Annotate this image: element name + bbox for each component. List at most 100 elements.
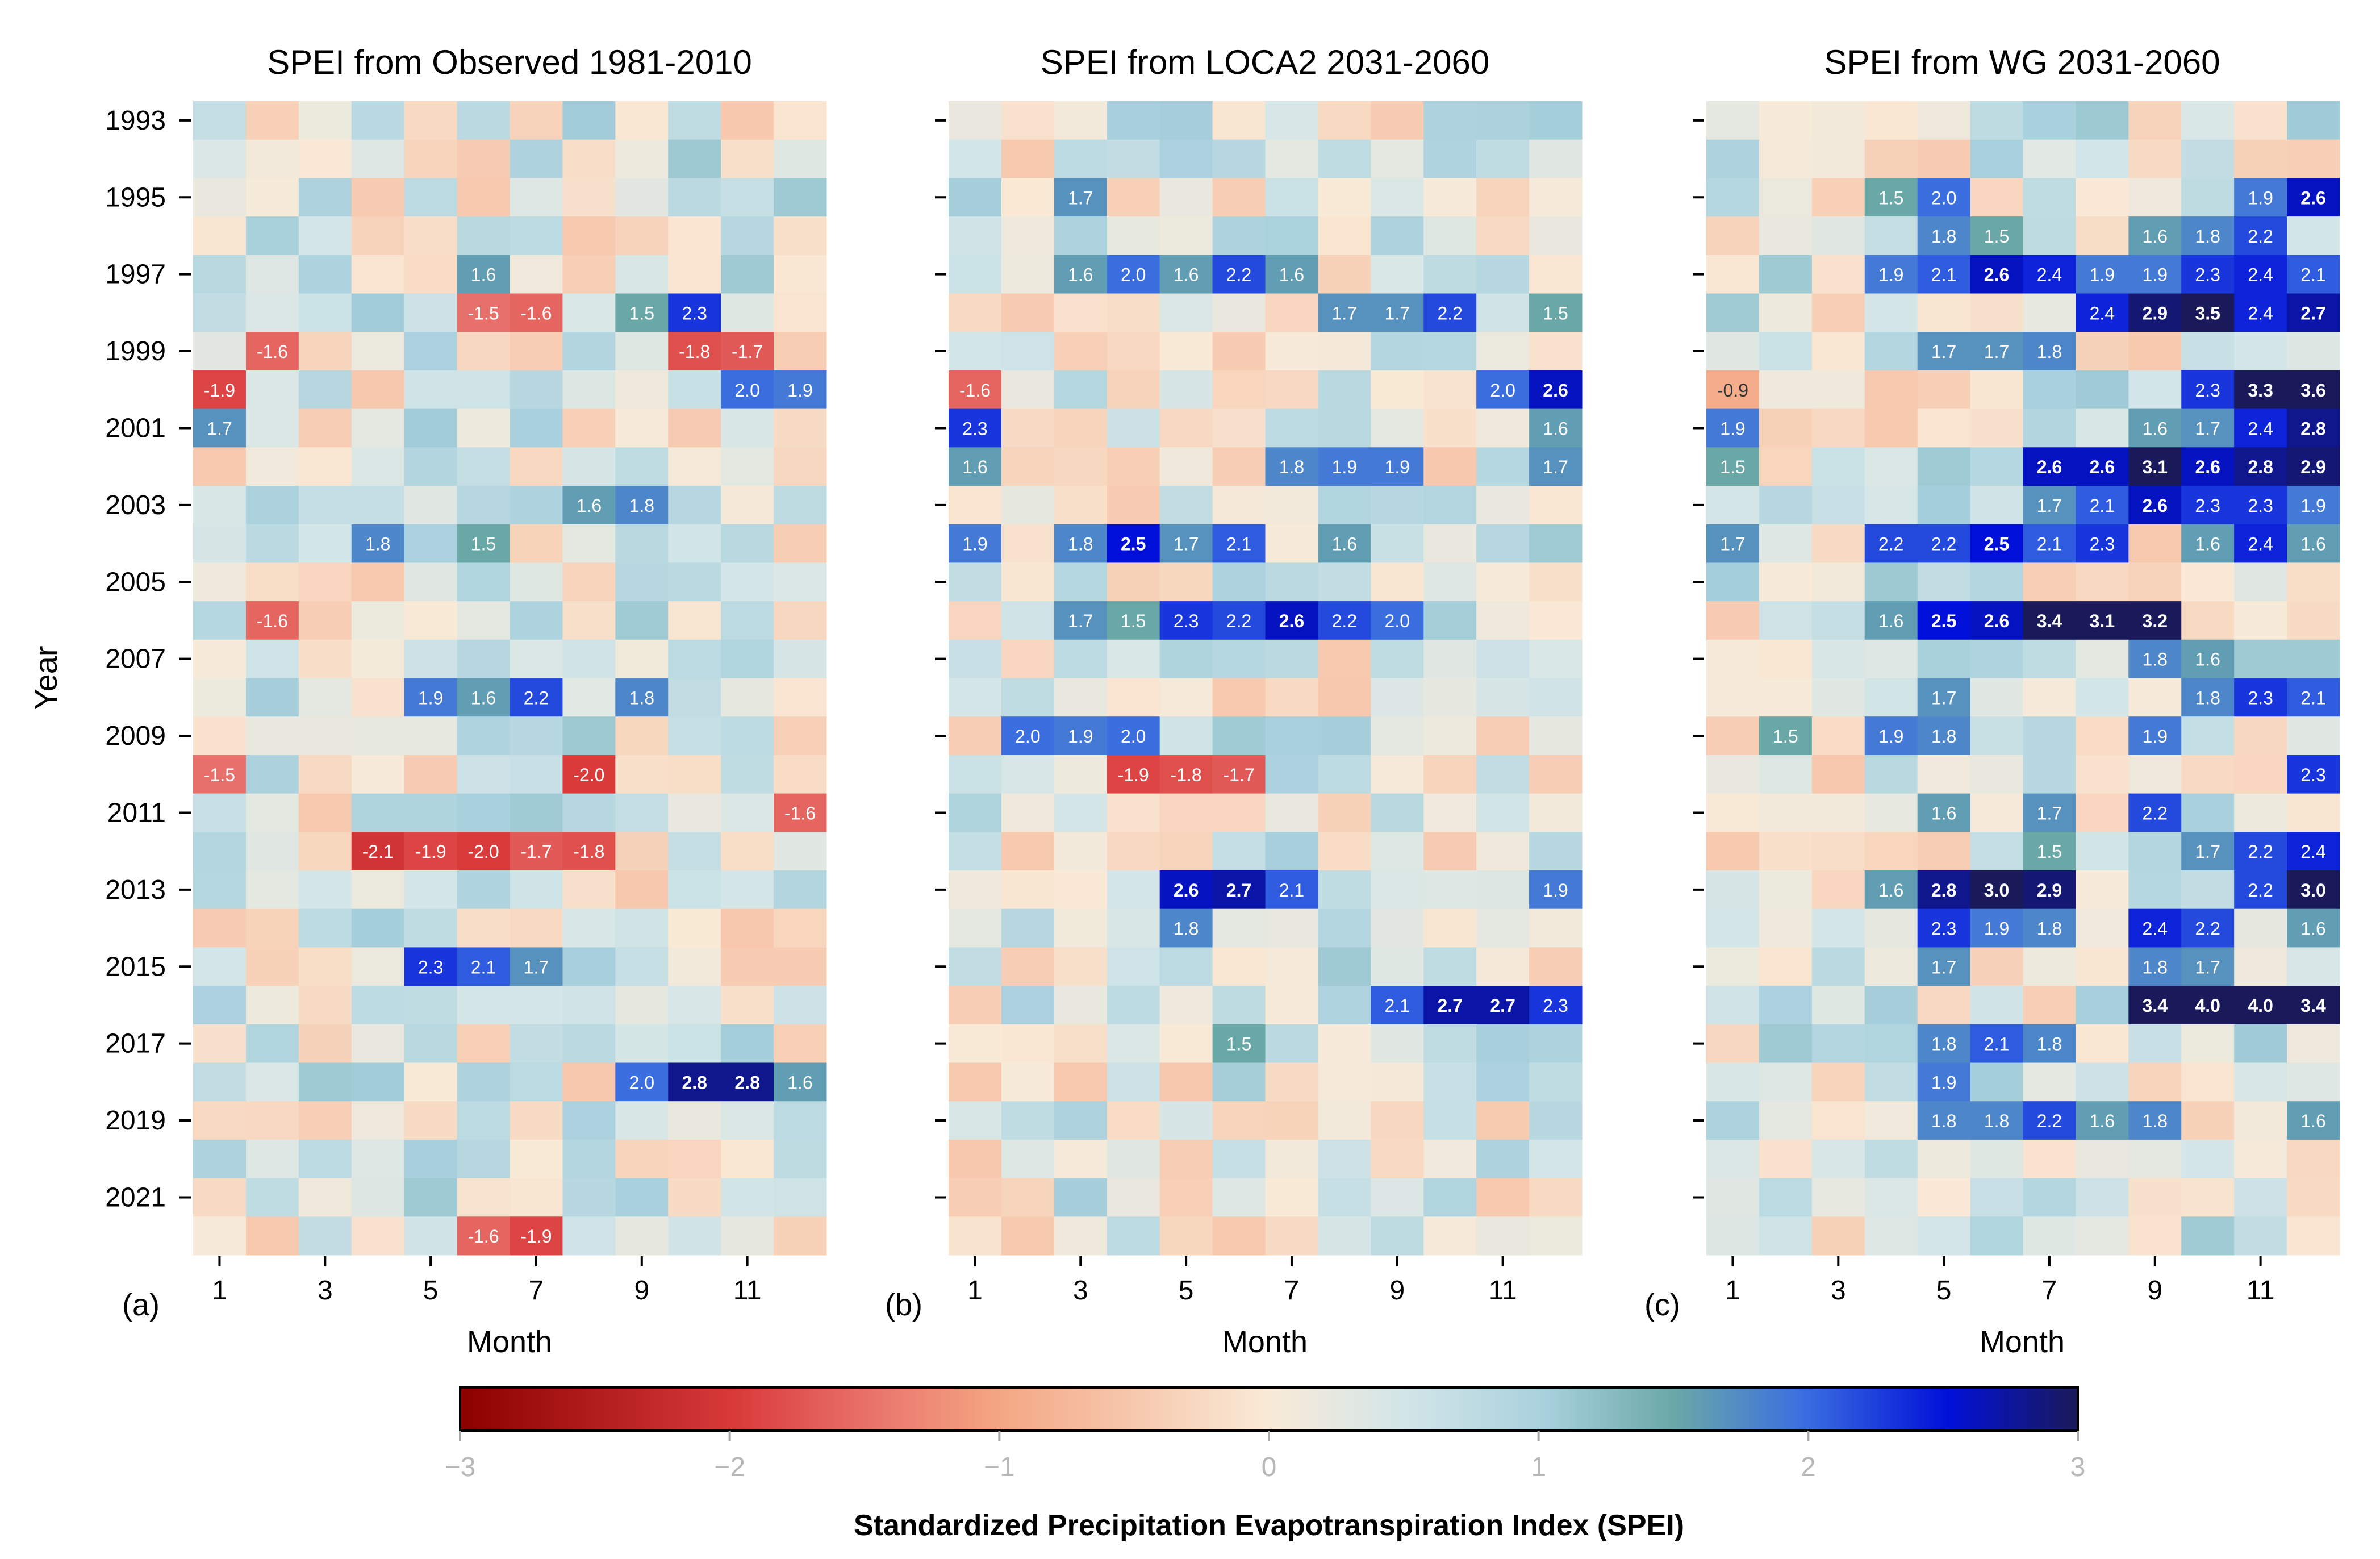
heat-cell <box>1917 1101 1971 1140</box>
heat-cell <box>2287 1216 2340 1256</box>
heat-cell <box>298 101 352 140</box>
panel-c-label: (c) <box>1644 1288 1680 1322</box>
heat-cell <box>1423 1024 1477 1063</box>
heat-cell <box>193 1178 247 1217</box>
heat-cell <box>1423 639 1477 678</box>
heat-cell <box>1476 1101 1530 1140</box>
heat-cell <box>193 639 247 678</box>
heat-cell <box>1107 1178 1160 1217</box>
heat-cell <box>193 1216 247 1256</box>
heat-cell <box>1318 216 1371 256</box>
heat-cell <box>1529 832 1583 871</box>
heat-cell <box>2234 1139 2287 1179</box>
heat-cell <box>562 216 616 256</box>
heat-cell <box>1159 139 1213 178</box>
heat-cell <box>2128 293 2182 332</box>
panel-b-label: (b) <box>885 1288 922 1322</box>
cell-label: 2.9 <box>2037 880 2062 901</box>
heat-cell <box>721 832 774 871</box>
heat-cell <box>1529 793 1583 832</box>
heat-cell <box>1371 1139 1424 1179</box>
heat-cell <box>2076 793 2129 832</box>
cell-label: 1.7 <box>524 957 549 977</box>
heat-cell <box>1265 293 1318 332</box>
heat-cell <box>2023 255 2076 294</box>
heat-cell <box>1371 486 1424 525</box>
heat-cell <box>668 832 721 871</box>
heat-cell <box>2287 639 2340 678</box>
cell-label: 2.4 <box>2037 265 2062 285</box>
heat-cell <box>1318 101 1371 140</box>
heat-cell <box>1371 908 1424 948</box>
heat-cell <box>1107 216 1160 256</box>
heat-cell <box>949 178 1002 217</box>
heat-cell <box>510 986 563 1025</box>
heat-cell <box>2181 986 2235 1025</box>
heat-cell <box>1706 486 1760 525</box>
heat-cell <box>298 293 352 332</box>
heat-cell <box>1001 1024 1055 1063</box>
heat-cell <box>1212 678 1266 717</box>
heat-cell <box>457 1101 510 1140</box>
heat-cell <box>949 486 1002 525</box>
heat-cell <box>457 639 510 678</box>
heat-cell <box>1917 216 1971 256</box>
heat-cell <box>1054 908 1108 948</box>
heat-cell <box>721 101 774 140</box>
heat-cell <box>1917 293 1971 332</box>
heat-cell <box>2076 524 2129 563</box>
heat-cell <box>1212 370 1266 410</box>
heat-cell <box>2128 639 2182 678</box>
heat-cell <box>1917 947 1971 986</box>
heat-cell <box>774 870 827 910</box>
heat-cell <box>562 1101 616 1140</box>
heat-cell <box>2234 408 2287 448</box>
heat-cell <box>1054 755 1108 794</box>
x-tick-label: 3 <box>1831 1275 1846 1306</box>
heat-cell <box>615 716 669 756</box>
cell-label: 3.5 <box>2195 303 2220 323</box>
heat-cell <box>2023 716 2076 756</box>
heat-cell <box>1159 908 1213 948</box>
heat-cell <box>949 216 1002 256</box>
heat-cell <box>1001 216 1055 256</box>
heat-cell <box>1970 293 2023 332</box>
heat-cell <box>1476 101 1530 140</box>
heat-cell <box>1054 178 1108 217</box>
heat-cell <box>668 408 721 448</box>
heat-cell <box>245 332 299 371</box>
heat-cell <box>721 1139 774 1179</box>
cell-label: 2.7 <box>2300 303 2325 323</box>
heat-cell <box>351 178 405 217</box>
heat-cell <box>1371 832 1424 871</box>
cell-label: 2.6 <box>1984 611 2009 631</box>
heat-cell <box>193 716 247 756</box>
heat-cell <box>1864 1139 1918 1179</box>
heat-cell <box>1970 216 2023 256</box>
cell-label: 1.8 <box>1931 726 1956 747</box>
heat-cell <box>2287 293 2340 332</box>
heat-cell <box>721 178 774 217</box>
heat-cell <box>1476 1178 1530 1217</box>
heat-cell <box>1318 562 1371 602</box>
heat-cell <box>721 139 774 178</box>
heat-cell <box>1371 332 1424 371</box>
heat-cell <box>1476 755 1530 794</box>
heat-cell <box>1476 716 1530 756</box>
heat-cell <box>774 370 827 410</box>
heat-cell <box>1529 870 1583 910</box>
heat-cell <box>2076 447 2129 486</box>
x-tick-label: 3 <box>318 1275 333 1306</box>
heat-cell <box>457 755 510 794</box>
cell-label: 2.8 <box>2300 418 2325 439</box>
heat-cell <box>2181 101 2235 140</box>
heat-cell <box>1371 947 1424 986</box>
heat-cell <box>245 524 299 563</box>
heat-cell <box>1917 986 1971 1025</box>
heat-cell <box>510 947 563 986</box>
heat-cell <box>2234 486 2287 525</box>
heat-cell <box>1212 986 1266 1025</box>
cell-label: 2.0 <box>1121 265 1146 285</box>
heat-cell <box>1265 562 1318 602</box>
heat-cell <box>298 832 352 871</box>
